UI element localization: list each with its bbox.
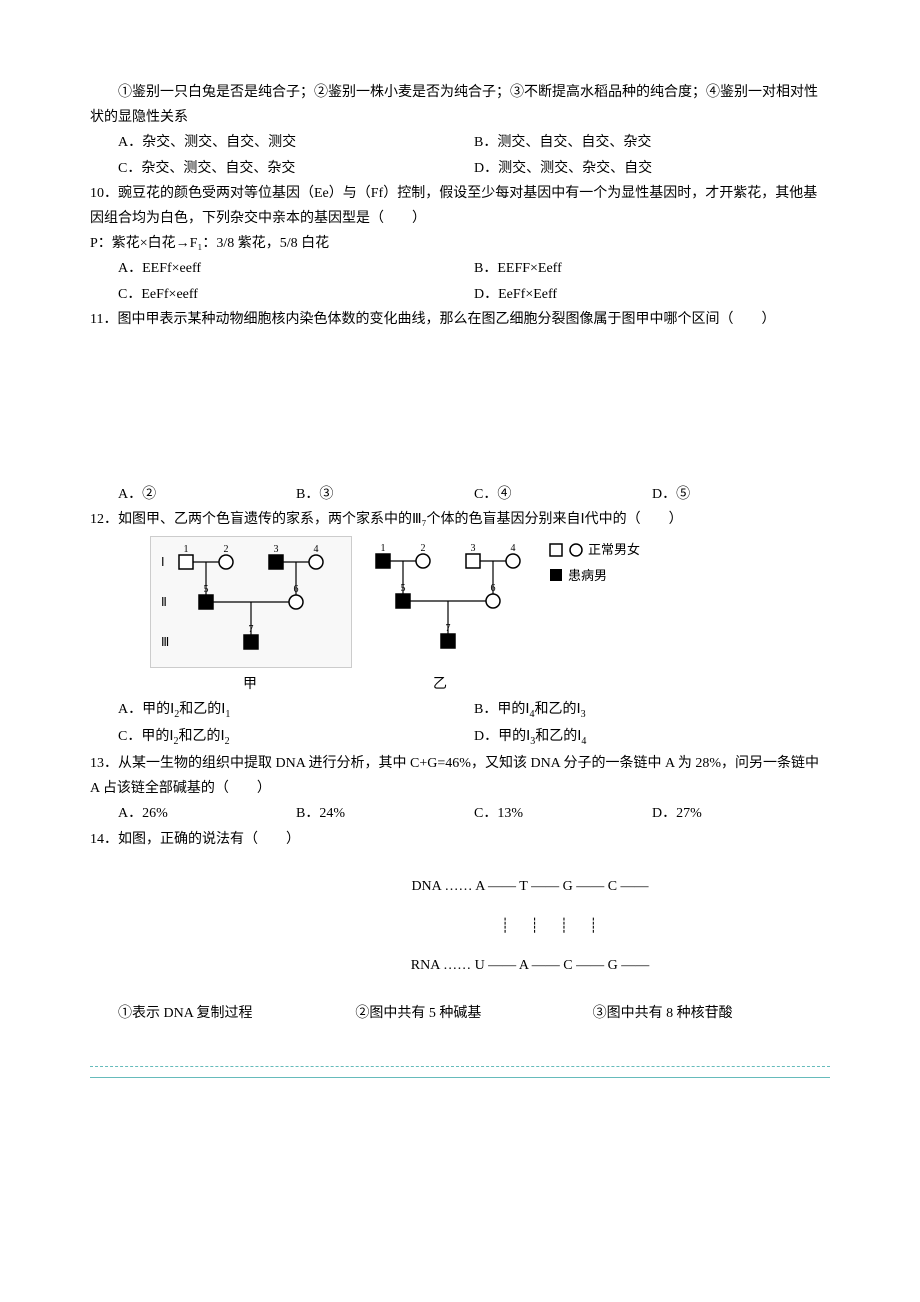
svg-text:7: 7 xyxy=(446,623,451,634)
q12-optA: A．甲的Ⅰ2和乙的Ⅰ1 xyxy=(118,697,474,724)
pedigree-legend: 正常男女 患病男 xyxy=(548,536,640,589)
svg-text:Ⅲ: Ⅲ xyxy=(161,635,169,649)
caption-yi: 乙 xyxy=(350,672,530,697)
q12-optD: D．甲的Ⅰ3和乙的Ⅰ4 xyxy=(474,724,830,751)
q10-options-row2: C．EeFf×eeff D．EeFf×Eeff xyxy=(90,282,830,307)
q10-stem: 10．豌豆花的颜色受两对等位基因（Ee）与（Ff）控制，假设至少每对基因中有一个… xyxy=(90,181,830,231)
legend-normal: 正常男女 xyxy=(588,538,640,561)
q14-statements: ①表示 DNA 复制过程 ②图中共有 5 种碱基 ③图中共有 8 种核苷酸 xyxy=(90,1001,830,1026)
svg-text:2: 2 xyxy=(224,544,229,555)
q14-stem: 14．如图，正确的说法有（ ） xyxy=(90,827,830,852)
svg-text:5: 5 xyxy=(401,583,406,594)
q14-stmt1: ①表示 DNA 复制过程 xyxy=(118,1001,355,1026)
q10-optA: A．EEFf×eeff xyxy=(118,256,474,281)
q12-options-row1: A．甲的Ⅰ2和乙的Ⅰ1 B．甲的Ⅰ4和乙的Ⅰ3 xyxy=(90,697,830,724)
q10-optB: B．EEFF×Eeff xyxy=(474,256,830,281)
svg-text:1: 1 xyxy=(381,543,386,554)
q11-optA: A．② xyxy=(118,482,296,507)
q12-options-row2: C．甲的Ⅰ2和乙的Ⅰ2 D．甲的Ⅰ3和乙的Ⅰ4 xyxy=(90,724,830,751)
svg-text:3: 3 xyxy=(274,544,279,555)
svg-text:Ⅱ: Ⅱ xyxy=(161,595,167,609)
q14-stmt3: ③图中共有 8 种核苷酸 xyxy=(593,1001,830,1026)
q13-optB: B．24% xyxy=(296,801,474,826)
q11-stem: 11．图中甲表示某种动物细胞核内染色体数的变化曲线，那么在图乙细胞分裂图像属于图… xyxy=(90,307,830,332)
svg-text:2: 2 xyxy=(421,543,426,554)
q12-stem: 12．如图甲、乙两个色盲遗传的家系，两个家系中的Ⅲ₇个体的色盲基因分别来自Ⅰ代中… xyxy=(90,507,830,532)
q11-optB: B．③ xyxy=(296,482,474,507)
caption-jia: 甲 xyxy=(150,672,350,697)
q9-options-row2: C．杂交、测交、自交、杂交 D．测交、测交、杂交、自交 xyxy=(90,156,830,181)
svg-text:3: 3 xyxy=(471,543,476,554)
q10-options-row1: A．EEFf×eeff B．EEFF×Eeff xyxy=(90,256,830,281)
q12-optC: C．甲的Ⅰ2和乙的Ⅰ2 xyxy=(118,724,474,751)
svg-text:Ⅰ: Ⅰ xyxy=(161,555,165,569)
q9-optA: A．杂交、测交、自交、测交 xyxy=(118,130,474,155)
q13-optA: A．26% xyxy=(118,801,296,826)
q13-optC: C．13% xyxy=(474,801,652,826)
svg-text:1: 1 xyxy=(184,544,189,555)
legend-affected: 患病男 xyxy=(568,564,607,587)
q13-optD: D．27% xyxy=(652,801,830,826)
footer-dash xyxy=(90,1066,830,1067)
q12-pedigree: 1 2 3 4 5 6 7 Ⅰ Ⅱ Ⅲ 1 2 3 4 5 6 7 正常男女 患病男 xyxy=(150,536,830,668)
q13-options: A．26% B．24% C．13% D．27% xyxy=(90,801,830,826)
svg-text:6: 6 xyxy=(491,583,496,594)
pedigree-yi: 1 2 3 4 5 6 7 xyxy=(358,536,538,666)
q14-stmt2: ②图中共有 5 种碱基 xyxy=(355,1001,592,1026)
q9-optD: D．测交、测交、杂交、自交 xyxy=(474,156,830,181)
q13-stem: 13．从某一生物的组织中提取 DNA 进行分析，其中 C+G=46%，又知该 D… xyxy=(90,751,830,801)
svg-text:4: 4 xyxy=(314,544,319,555)
q9-optB: B．测交、自交、自交、杂交 xyxy=(474,130,830,155)
pedigree-jia: 1 2 3 4 5 6 7 Ⅰ Ⅱ Ⅲ xyxy=(150,536,352,668)
q11-optD: D．⑤ xyxy=(652,482,830,507)
q9-optC: C．杂交、测交、自交、杂交 xyxy=(118,156,474,181)
q10-optD: D．EeFf×Eeff xyxy=(474,282,830,307)
q11-options: A．② B．③ C．④ D．⑤ xyxy=(90,482,830,507)
q12-optB: B．甲的Ⅰ4和乙的Ⅰ3 xyxy=(474,697,830,724)
svg-text:4: 4 xyxy=(511,543,516,554)
q9-intro: ①鉴别一只白兔是否是纯合子；②鉴别一株小麦是否为纯合子；③不断提高水稻品种的纯合… xyxy=(90,80,830,130)
svg-text:5: 5 xyxy=(204,584,209,595)
svg-text:6: 6 xyxy=(294,584,299,595)
q14-diagram: DNA …… A —— T —— G —— C —— ┊ ┊ ┊ ┊ RNA …… xyxy=(230,858,830,995)
q11-optC: C．④ xyxy=(474,482,652,507)
footer-line xyxy=(90,1077,830,1078)
svg-text:7: 7 xyxy=(249,624,254,635)
q9-options-row1: A．杂交、测交、自交、测交 B．测交、自交、自交、杂交 xyxy=(90,130,830,155)
q10-optC: C．EeFf×eeff xyxy=(118,282,474,307)
q10-cross: P：紫花×白花→F₁：3/8 紫花，5/8 白花 xyxy=(90,231,830,256)
q11-figure-placeholder xyxy=(90,332,830,482)
